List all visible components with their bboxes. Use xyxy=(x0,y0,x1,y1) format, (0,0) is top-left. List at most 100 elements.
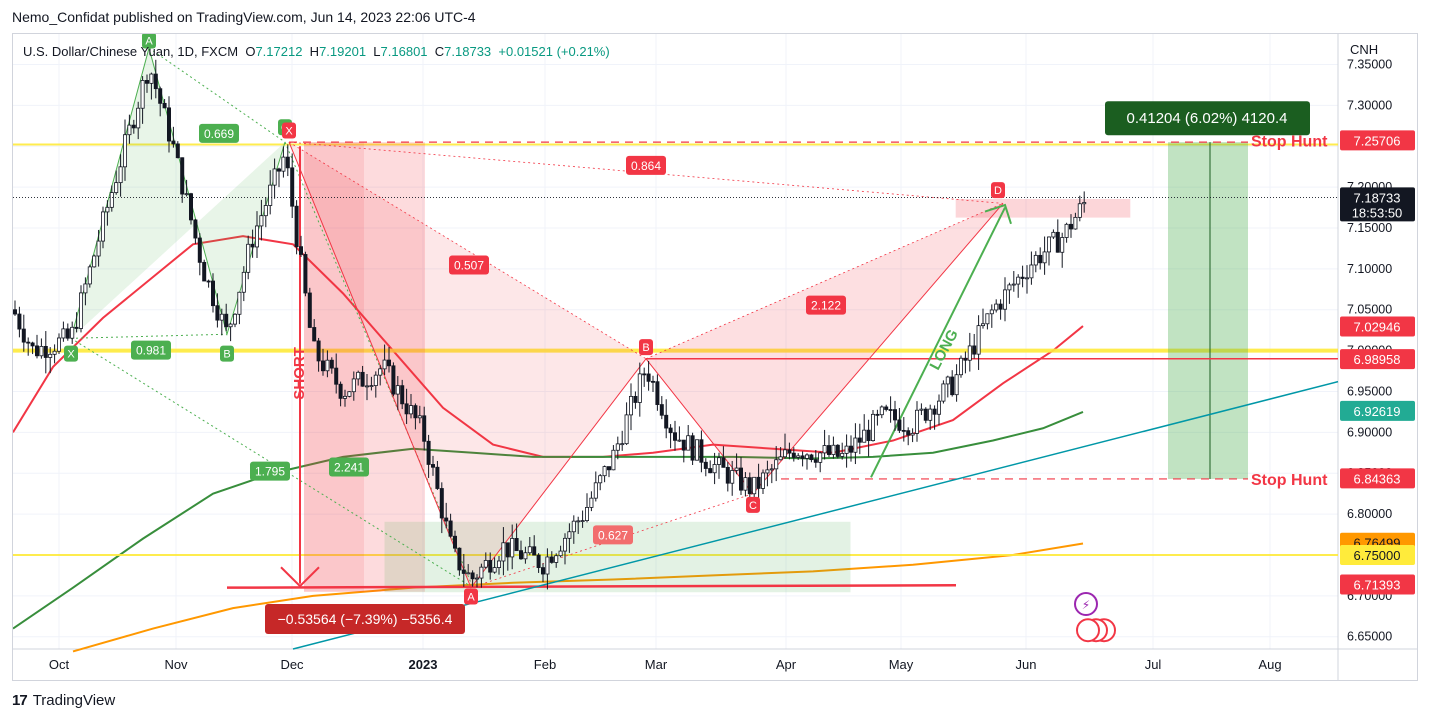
price-label-value: 6.92619 xyxy=(1354,404,1401,419)
candle-body xyxy=(897,419,902,431)
candle-body xyxy=(734,467,739,471)
measure-down-label: −0.53564 (−7.39%) −5356.4 xyxy=(278,611,453,627)
candle-body xyxy=(549,556,554,563)
x-tick-label: Nov xyxy=(164,657,188,672)
candle-body xyxy=(57,337,62,352)
ratio-badge xyxy=(199,123,239,143)
time-axis: Oct Nov Dec 2023 Feb Mar Apr May Jun Jul Aug xyxy=(49,657,1282,672)
candle-body xyxy=(805,454,810,459)
price-label-badge xyxy=(1340,574,1415,595)
price-label-value: 7.18733 xyxy=(1354,190,1401,205)
candle-body xyxy=(629,395,634,416)
pattern-point-badge xyxy=(991,182,1005,199)
candle-body xyxy=(888,409,893,411)
candle-body xyxy=(585,507,590,521)
candle-body xyxy=(175,143,180,159)
price-label-badge xyxy=(1340,544,1415,565)
candle-body xyxy=(171,140,176,145)
candle-body xyxy=(1042,251,1047,264)
candle-body xyxy=(281,156,286,172)
candle-body xyxy=(989,309,994,315)
price-label-badge xyxy=(1340,316,1415,337)
y-tick-label: 7.10000 xyxy=(1347,262,1392,276)
candle-body xyxy=(21,328,26,343)
candle-body xyxy=(827,445,832,455)
candle-body xyxy=(611,449,616,471)
tradingview-brand[interactable]: 17 TradingView xyxy=(12,692,115,709)
candle-body xyxy=(778,456,783,461)
candle-body xyxy=(659,404,664,416)
chart-frame[interactable]: X A B C X A B C D 0.669 0.981 1.795 2.241 0.864 0.507 2… xyxy=(12,33,1418,681)
candle-body xyxy=(998,303,1003,310)
price-label-value: 7.25706 xyxy=(1354,133,1401,148)
stop-hunt-top-label: Stop Hunt xyxy=(1251,133,1328,150)
candle-body xyxy=(558,550,563,557)
x-tick-label: May xyxy=(889,657,914,672)
candle-body xyxy=(541,567,546,575)
candle-body xyxy=(408,405,413,415)
x-tick-label: Aug xyxy=(1258,657,1281,672)
ratio-badge xyxy=(131,340,171,360)
candle-body xyxy=(615,443,620,451)
candle-body xyxy=(1055,231,1060,253)
candle-body xyxy=(593,482,598,499)
candle-body xyxy=(246,243,251,273)
candle-body xyxy=(752,476,757,495)
candle-body xyxy=(527,546,532,554)
pattern-point-label: B xyxy=(642,342,649,354)
candle-body xyxy=(382,359,387,370)
short-annotation: SHORT xyxy=(291,347,308,400)
ratio-badge xyxy=(329,457,369,477)
candle-body xyxy=(144,80,149,84)
candle-body xyxy=(127,124,132,136)
candle-body xyxy=(554,555,559,563)
x-tick-label: 2023 xyxy=(409,657,438,672)
candle-body xyxy=(901,429,906,432)
price-label-value: 6.71393 xyxy=(1354,577,1401,592)
candle-body xyxy=(950,376,955,396)
candle-body xyxy=(109,192,114,208)
candle-body xyxy=(822,445,827,454)
candle-body xyxy=(871,413,876,442)
candle-body xyxy=(400,385,405,405)
candle-body xyxy=(338,383,343,399)
candle-body xyxy=(364,385,369,388)
candle-body xyxy=(17,313,22,330)
publisher-line: Nemo_Confidat published on TradingView.c… xyxy=(12,9,476,25)
candle-body xyxy=(910,432,915,436)
pattern-point-badge xyxy=(220,345,234,362)
price-chart[interactable]: X A B C X A B C D 0.669 0.981 1.795 2.241 0.864 0.507 2… xyxy=(13,34,1418,681)
candle-body xyxy=(919,408,924,411)
candle-body xyxy=(1069,223,1074,230)
candle-body xyxy=(923,408,928,421)
candle-body xyxy=(906,430,911,436)
ratio-badge xyxy=(626,155,666,175)
drawings xyxy=(13,46,1339,650)
lightning-glyph: ⚡ xyxy=(1082,598,1090,612)
candle-body xyxy=(893,409,898,421)
candle-body xyxy=(699,439,704,463)
close-value: 7.18733 xyxy=(444,44,492,59)
bat-cd xyxy=(284,141,474,588)
ratio-badge xyxy=(593,525,633,545)
candle-body xyxy=(774,459,779,470)
currency-label: CNH xyxy=(1350,42,1378,57)
candle-body xyxy=(791,452,796,458)
symbol-legend: U.S. Dollar/Chinese Yuan, 1D, FXCM O7.17… xyxy=(23,44,610,59)
candle-body xyxy=(228,323,233,328)
y-tick-label: 7.35000 xyxy=(1347,57,1392,71)
candle-body xyxy=(263,205,268,217)
candle-body xyxy=(501,542,506,562)
ratio-label: 0.669 xyxy=(204,127,234,141)
candle-body xyxy=(298,246,303,255)
candle-body xyxy=(320,360,325,372)
candle-body xyxy=(48,353,53,358)
candle-body xyxy=(963,357,968,361)
candle-body xyxy=(430,464,435,468)
d-zone xyxy=(955,199,1131,218)
candle-body xyxy=(730,470,735,484)
candle-body xyxy=(831,444,836,455)
candle-body xyxy=(96,240,101,257)
candle-body xyxy=(259,215,264,227)
measure-down-badge xyxy=(265,604,465,635)
